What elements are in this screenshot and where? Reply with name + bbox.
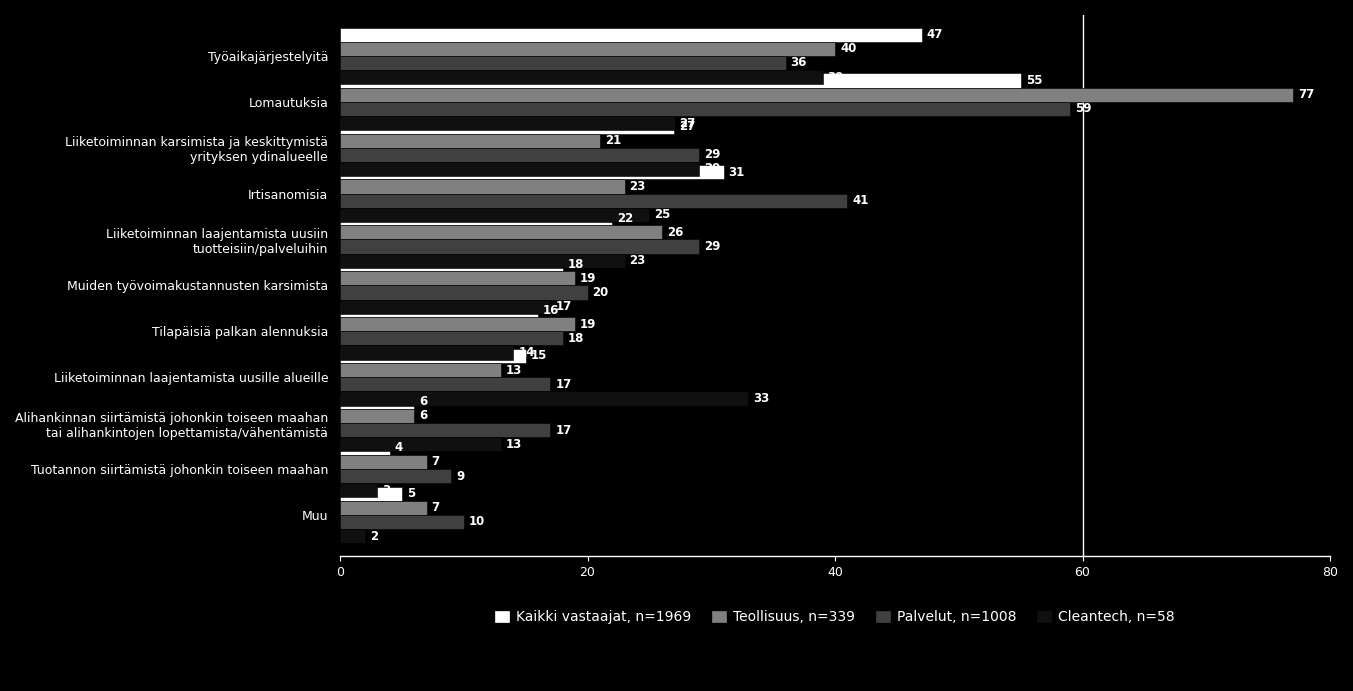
Bar (340, 133, 599, 148)
Text: 27: 27 (679, 117, 695, 130)
Text: 14: 14 (518, 346, 534, 359)
Bar (340, 56, 786, 70)
Text: 7: 7 (432, 501, 440, 514)
Bar (340, 240, 700, 254)
Bar (340, 409, 414, 423)
Bar (340, 437, 501, 451)
Bar (340, 28, 921, 41)
Bar (340, 88, 1293, 102)
Bar (340, 395, 414, 409)
Text: 7: 7 (432, 455, 440, 468)
Bar (340, 116, 674, 130)
Text: 55: 55 (1026, 74, 1042, 87)
Bar (340, 41, 835, 56)
Text: 4: 4 (395, 442, 403, 454)
Text: 23: 23 (629, 254, 645, 267)
Text: 39: 39 (828, 70, 844, 84)
Text: 18: 18 (568, 332, 584, 345)
Text: 2: 2 (369, 530, 377, 542)
Text: 15: 15 (530, 350, 547, 362)
Text: 18: 18 (568, 258, 584, 271)
Bar (340, 501, 426, 515)
Text: 29: 29 (704, 149, 720, 161)
Text: 29: 29 (704, 240, 720, 253)
Text: 6: 6 (419, 410, 428, 422)
Text: 19: 19 (580, 272, 597, 285)
Bar (340, 300, 551, 314)
Text: 23: 23 (629, 180, 645, 193)
Text: 59: 59 (1076, 102, 1092, 115)
Text: 6: 6 (419, 395, 428, 408)
Text: 22: 22 (617, 211, 633, 225)
Text: 25: 25 (655, 209, 671, 221)
Bar (340, 377, 551, 391)
Text: 40: 40 (840, 42, 856, 55)
Text: 13: 13 (506, 363, 522, 377)
Bar (340, 271, 575, 285)
Text: 33: 33 (754, 392, 770, 405)
Text: 17: 17 (555, 424, 571, 437)
Text: 17: 17 (555, 300, 571, 313)
Bar (340, 441, 390, 455)
Bar (340, 102, 1070, 116)
Text: 21: 21 (605, 134, 621, 147)
Bar (340, 349, 526, 363)
Text: 77: 77 (1298, 88, 1314, 101)
Bar (340, 208, 649, 222)
Bar (340, 193, 847, 208)
Bar (340, 285, 587, 300)
Bar (340, 486, 402, 501)
Text: 29: 29 (704, 162, 720, 176)
Bar (340, 120, 674, 133)
Text: 3: 3 (382, 484, 390, 497)
Text: 27: 27 (679, 120, 695, 133)
Bar (340, 423, 551, 437)
Text: 20: 20 (593, 286, 609, 299)
Bar (340, 211, 613, 225)
Text: 36: 36 (790, 57, 806, 70)
Bar (340, 391, 748, 406)
Bar (340, 317, 575, 331)
Text: 9: 9 (456, 470, 464, 482)
Bar (340, 346, 513, 360)
Legend: Kaikki vastaajat, n=1969, Teollisuus, n=339, Palvelut, n=1008, Cleantech, n=58: Kaikki vastaajat, n=1969, Teollisuus, n=… (491, 606, 1178, 628)
Bar (340, 363, 501, 377)
Bar (340, 148, 700, 162)
Bar (340, 483, 377, 498)
Bar (340, 165, 724, 180)
Bar (340, 180, 625, 193)
Text: 41: 41 (852, 194, 869, 207)
Bar (340, 515, 464, 529)
Text: 16: 16 (543, 303, 559, 316)
Bar (340, 529, 365, 543)
Bar (340, 469, 452, 483)
Bar (340, 455, 426, 469)
Text: 47: 47 (927, 28, 943, 41)
Text: 5: 5 (407, 487, 415, 500)
Text: 13: 13 (506, 438, 522, 451)
Bar (340, 225, 662, 240)
Bar (340, 303, 538, 317)
Bar (340, 257, 563, 271)
Bar (340, 70, 823, 84)
Text: 31: 31 (729, 166, 746, 179)
Bar (340, 331, 563, 346)
Bar (340, 162, 700, 176)
Text: 17: 17 (555, 378, 571, 391)
Bar (340, 254, 625, 268)
Bar (340, 73, 1020, 88)
Text: 19: 19 (580, 318, 597, 331)
Text: 10: 10 (468, 515, 484, 529)
Text: 26: 26 (667, 226, 683, 239)
